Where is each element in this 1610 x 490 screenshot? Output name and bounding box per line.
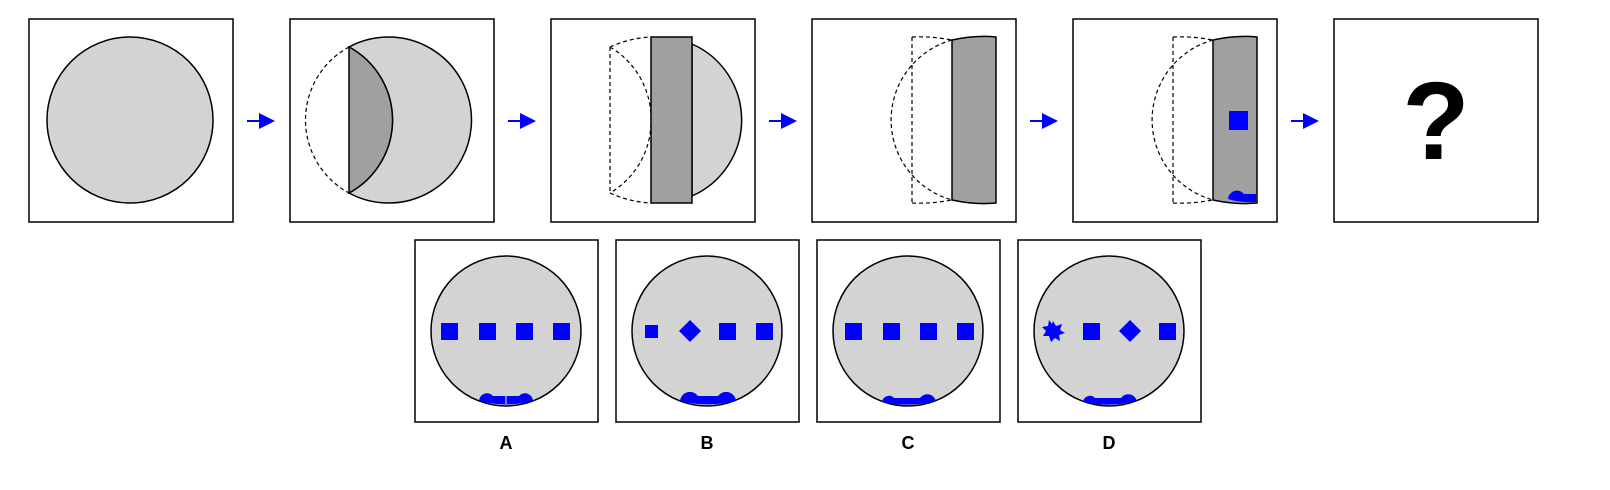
option-d[interactable] [1017, 239, 1202, 423]
square-marker-icon [516, 323, 533, 340]
sequence-panel-3 [550, 18, 756, 223]
square-marker-icon [1229, 111, 1248, 130]
square-marker-icon [719, 323, 736, 340]
unknown-panel: ? [1333, 18, 1539, 223]
folded-segment [348, 45, 394, 195]
square-marker-icon [756, 323, 773, 340]
square-marker-icon [1159, 323, 1176, 340]
question-mark: ? [1402, 60, 1469, 183]
dashed-outline [609, 36, 652, 204]
sequence-panel-5 [1072, 18, 1278, 223]
square-marker-icon [920, 323, 937, 340]
option-c[interactable] [816, 239, 1001, 423]
gray-circle [46, 36, 214, 204]
option-label-d: D [1103, 433, 1116, 453]
square-marker-icon [845, 323, 862, 340]
option-label-b: B [701, 433, 714, 453]
square-marker-icon [883, 323, 900, 340]
option-label-c: C [902, 433, 915, 453]
sequence-panel-2 [289, 18, 495, 223]
semicircle-marker-icon [882, 394, 936, 405]
folded-strip [951, 35, 997, 205]
light-part [691, 42, 743, 198]
option-label-a: A [500, 433, 513, 453]
diamond-marker-icon [1119, 320, 1141, 342]
square-marker-icon [479, 323, 496, 340]
square-marker-icon [441, 323, 458, 340]
square-marker-icon [645, 325, 658, 338]
semicircle-marker-icon [1228, 190, 1256, 203]
semicircle-marker-icon [680, 391, 736, 405]
diamond-marker-icon [679, 320, 701, 342]
folded-outline-dashed [304, 46, 350, 194]
folded-strip [650, 36, 693, 204]
square-marker-icon [957, 323, 974, 340]
semicircle-marker-icon [1083, 394, 1137, 405]
sequence-panel-1 [28, 18, 234, 223]
star-marker-icon [1042, 320, 1065, 342]
square-marker-icon [553, 323, 570, 340]
option-a[interactable] [414, 239, 599, 423]
square-marker-icon [1083, 323, 1100, 340]
option-b[interactable] [615, 239, 800, 423]
sequence-panel-4 [811, 18, 1017, 223]
